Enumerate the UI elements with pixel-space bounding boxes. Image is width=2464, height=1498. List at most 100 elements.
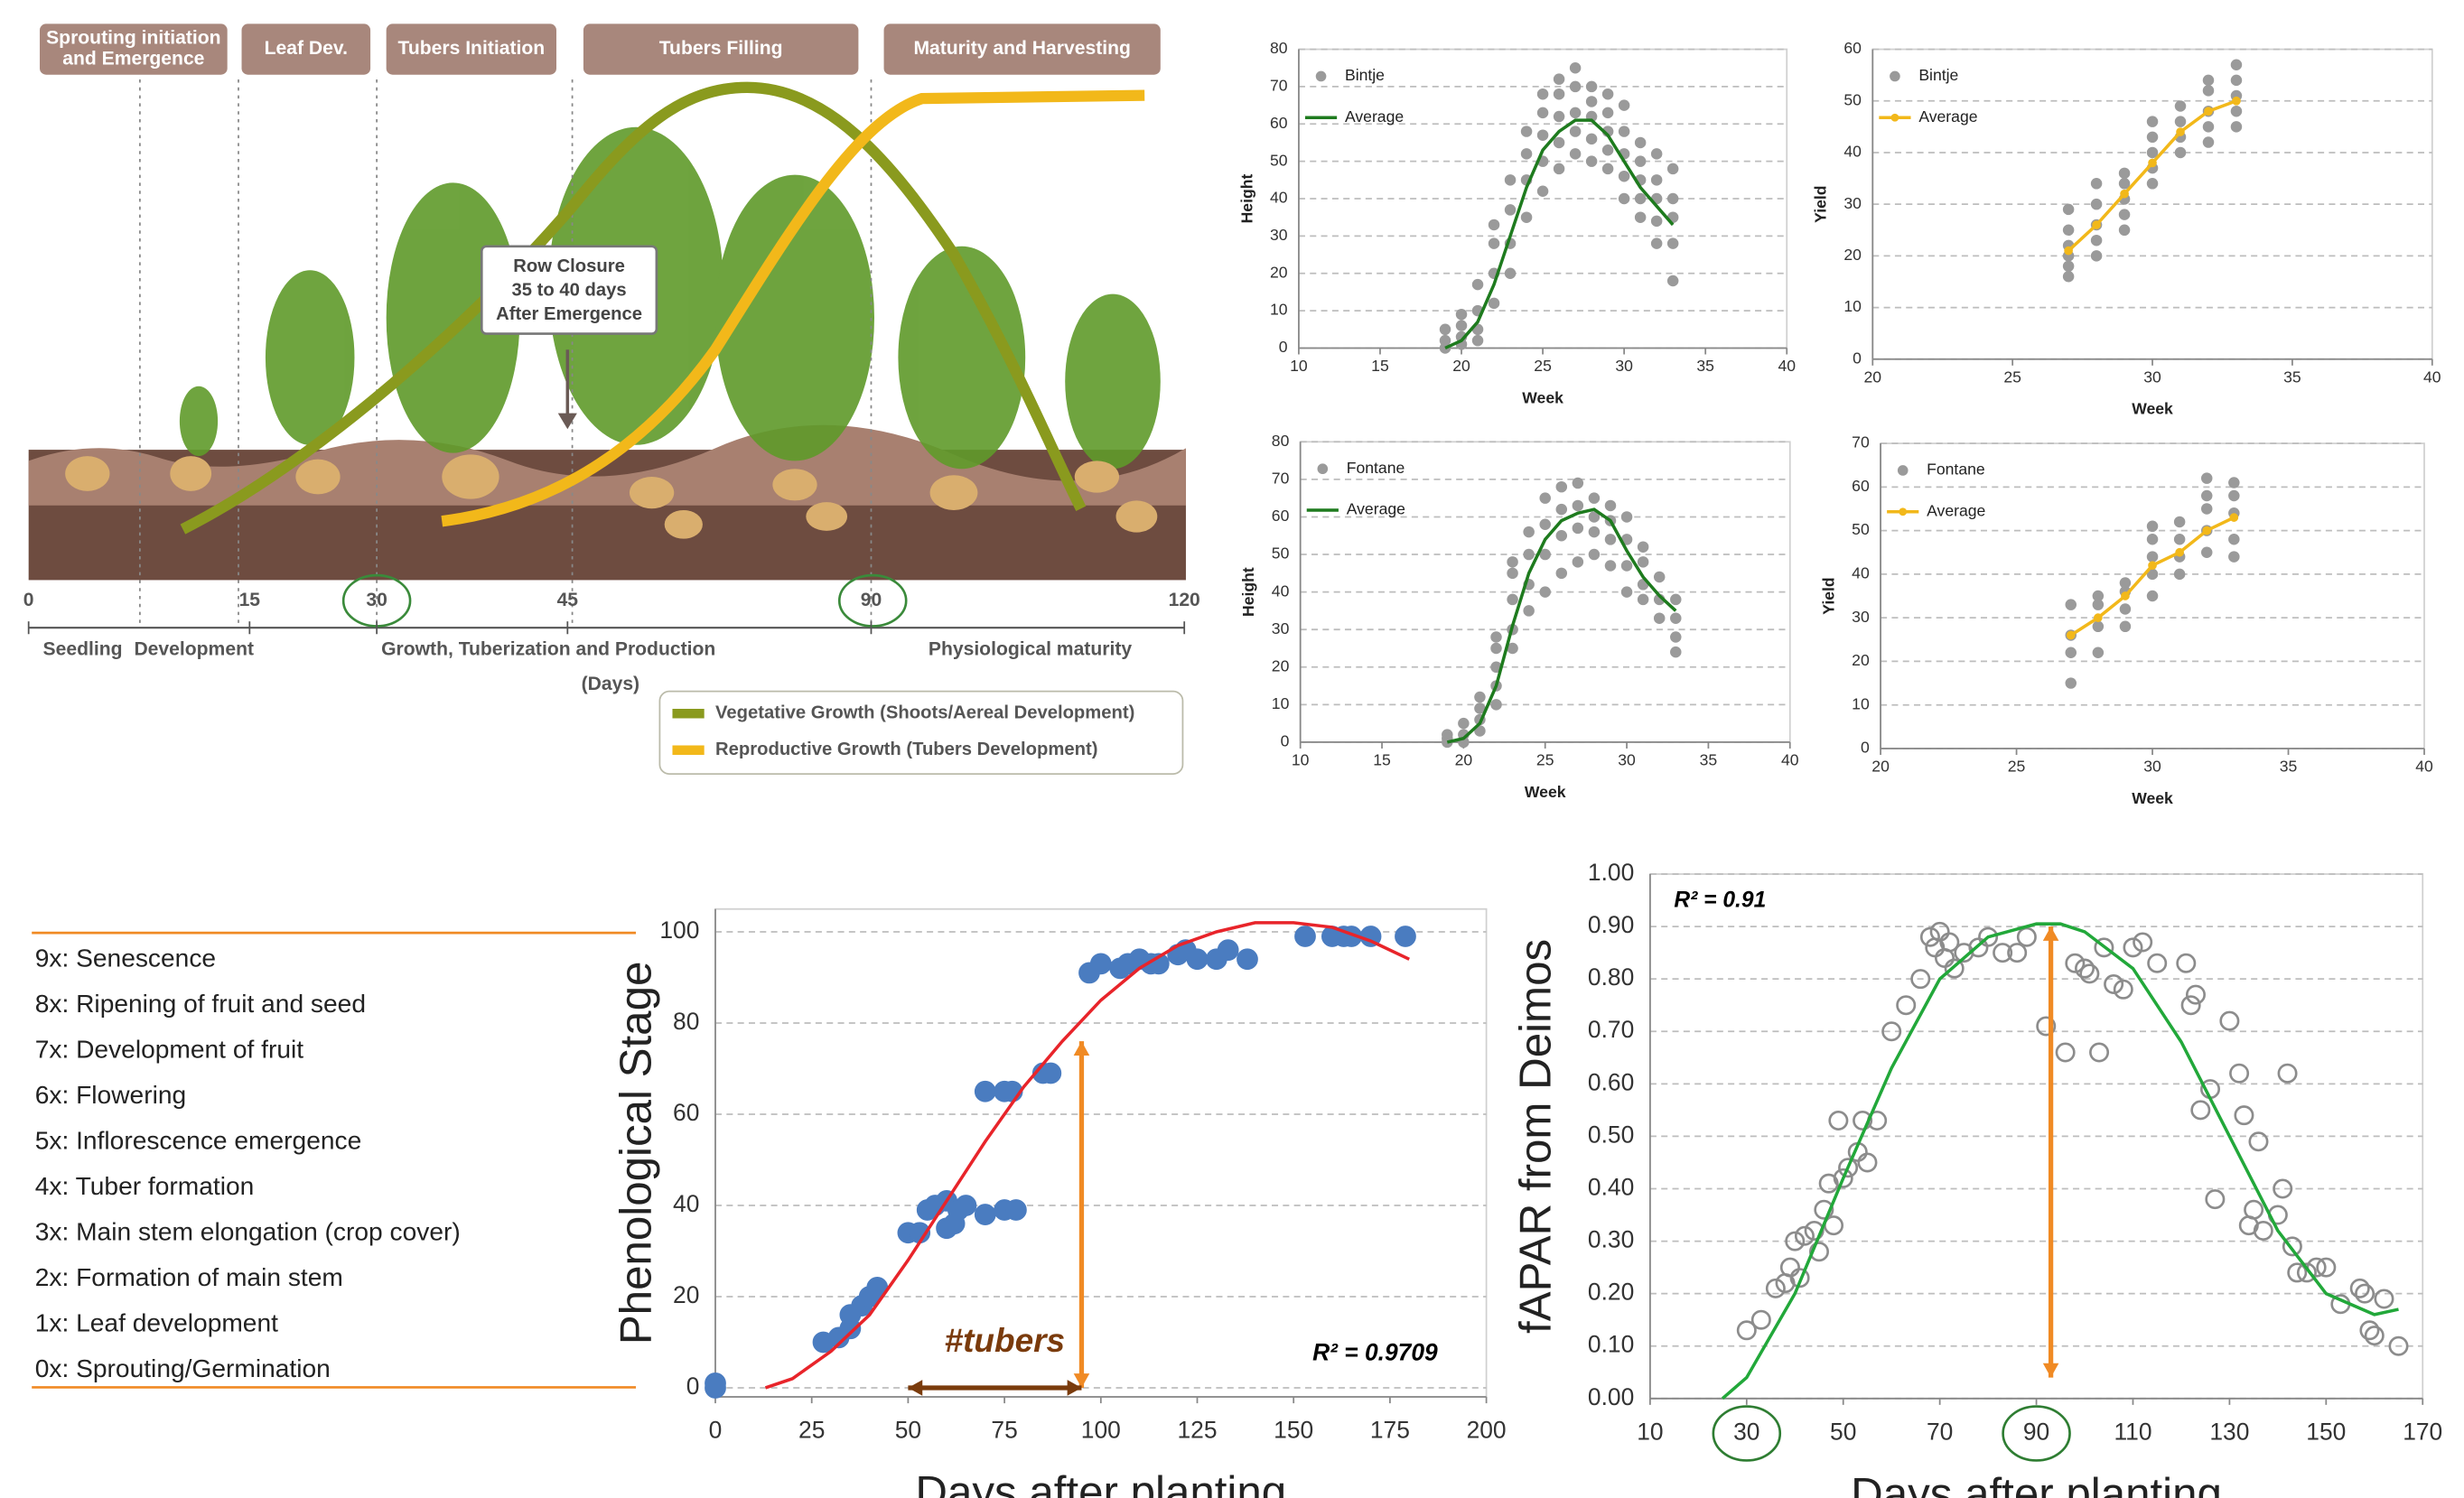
y-tick-label: 30	[1843, 194, 1862, 212]
y-tick-label: 40	[1843, 143, 1862, 161]
figure: Sprouting initiationand EmergenceLeaf De…	[0, 0, 2464, 1498]
data-point	[1621, 587, 1632, 598]
data-point	[2192, 1102, 2209, 1119]
day-tick-label: 90	[861, 590, 882, 610]
y-tick-label: 0.70	[1588, 1016, 1634, 1043]
data-point	[2119, 168, 2130, 179]
data-point	[2174, 534, 2185, 544]
data-point	[2119, 209, 2130, 220]
data-point	[1667, 193, 1678, 204]
data-point	[1556, 530, 1567, 541]
data-point	[1619, 126, 1629, 137]
page: { "infographic": { "stages": [["Sproutin…	[0, 0, 2464, 1498]
y-tick-label: 20	[1270, 263, 1288, 281]
data-point	[2093, 591, 2104, 601]
data-point	[1635, 212, 1646, 223]
data-point	[1440, 335, 1451, 346]
y-tick-label: 80	[1272, 432, 1290, 450]
phase-label: Development	[134, 638, 254, 659]
x-tick-label: 25	[1534, 357, 1552, 375]
data-point	[2149, 159, 2157, 167]
data-point	[1670, 632, 1681, 643]
data-point	[2119, 225, 2130, 236]
legend-label: Average	[1918, 107, 1977, 126]
day-tick-label: 30	[366, 590, 387, 610]
y-tick-label: 0	[1279, 338, 1288, 356]
y-tick-label: 20	[1852, 651, 1870, 669]
data-point	[1295, 926, 1316, 947]
y-tick-label: 60	[673, 1099, 699, 1126]
data-point	[2235, 1107, 2253, 1124]
data-point	[1651, 175, 1662, 186]
data-point	[2201, 473, 2212, 484]
x-tick-label: 10	[1637, 1419, 1663, 1446]
x-tick-label: 175	[1370, 1417, 1410, 1444]
data-point	[2149, 562, 2157, 570]
data-point	[1635, 193, 1646, 204]
x-tick-label: 200	[1467, 1417, 1507, 1444]
y-tick-label: 50	[1852, 520, 1870, 538]
arrow-head	[908, 1380, 922, 1396]
x-tick-label: 25	[798, 1417, 825, 1444]
data-point	[1475, 692, 1486, 702]
data-point	[2176, 548, 2184, 556]
data-point	[1570, 107, 1581, 118]
data-point	[2203, 75, 2214, 86]
data-point	[1090, 954, 1111, 974]
data-point	[2018, 928, 2035, 945]
info-legend-label: Reproductive Growth (Tubers Development)	[715, 740, 1097, 759]
y-tick-label: 0.20	[1588, 1279, 1634, 1306]
data-point	[2147, 552, 2158, 563]
data-point	[2229, 552, 2240, 563]
data-point	[1898, 997, 1915, 1014]
data-point	[2229, 478, 2240, 488]
x-tick-label: 30	[1618, 751, 1636, 769]
data-point	[2175, 101, 2186, 112]
data-point	[2120, 621, 2131, 632]
x-tick-label: 170	[2403, 1419, 2442, 1446]
arrow-head	[2043, 926, 2059, 941]
data-point	[2182, 997, 2199, 1014]
y-tick-label: 0	[1281, 732, 1290, 750]
x-tick-label: 110	[2114, 1419, 2151, 1446]
data-point	[2230, 1065, 2247, 1082]
code-label: 2x: Formation of main stem	[35, 1263, 343, 1291]
x-axis-label: Days after planting	[1851, 1469, 2222, 1498]
plot-frame	[715, 909, 1487, 1397]
data-point	[1507, 594, 1518, 605]
data-point	[2230, 514, 2238, 522]
x-tick-label: 35	[1696, 357, 1714, 375]
annotation: R² = 0.91	[1674, 888, 1766, 912]
data-point	[2063, 204, 2074, 215]
code-label: 9x: Senescence	[35, 944, 216, 972]
data-point	[2174, 569, 2185, 580]
data-point	[1537, 88, 1548, 99]
data-point	[1005, 1200, 1026, 1221]
data-point	[1667, 238, 1678, 249]
x-axis-label: Week	[2132, 789, 2173, 807]
data-point	[1602, 107, 1613, 118]
legend-label: Fontane	[1347, 459, 1405, 477]
data-point	[1605, 535, 1616, 545]
data-point	[1187, 949, 1208, 970]
days-unit: (Days)	[582, 674, 640, 694]
y-tick-label: 20	[673, 1281, 699, 1308]
data-point	[1570, 149, 1581, 160]
y-tick-label: 20	[1272, 656, 1290, 675]
y-tick-label: 0	[1853, 349, 1862, 367]
legend-label: Average	[1927, 501, 1985, 519]
data-point	[2093, 221, 2101, 229]
data-point	[1521, 212, 1532, 223]
data-point	[2066, 678, 2077, 689]
data-point	[1554, 163, 1564, 174]
data-point	[1573, 500, 1583, 511]
data-point	[2119, 178, 2130, 189]
data-point	[2065, 247, 2073, 255]
data-point	[2207, 1190, 2224, 1207]
row-closure-arrowhead	[558, 414, 577, 430]
data-point	[1218, 940, 1238, 961]
data-point	[1619, 193, 1629, 204]
series-line	[1722, 924, 2398, 1399]
y-tick-label: 40	[673, 1190, 699, 1217]
data-point	[2147, 116, 2158, 127]
